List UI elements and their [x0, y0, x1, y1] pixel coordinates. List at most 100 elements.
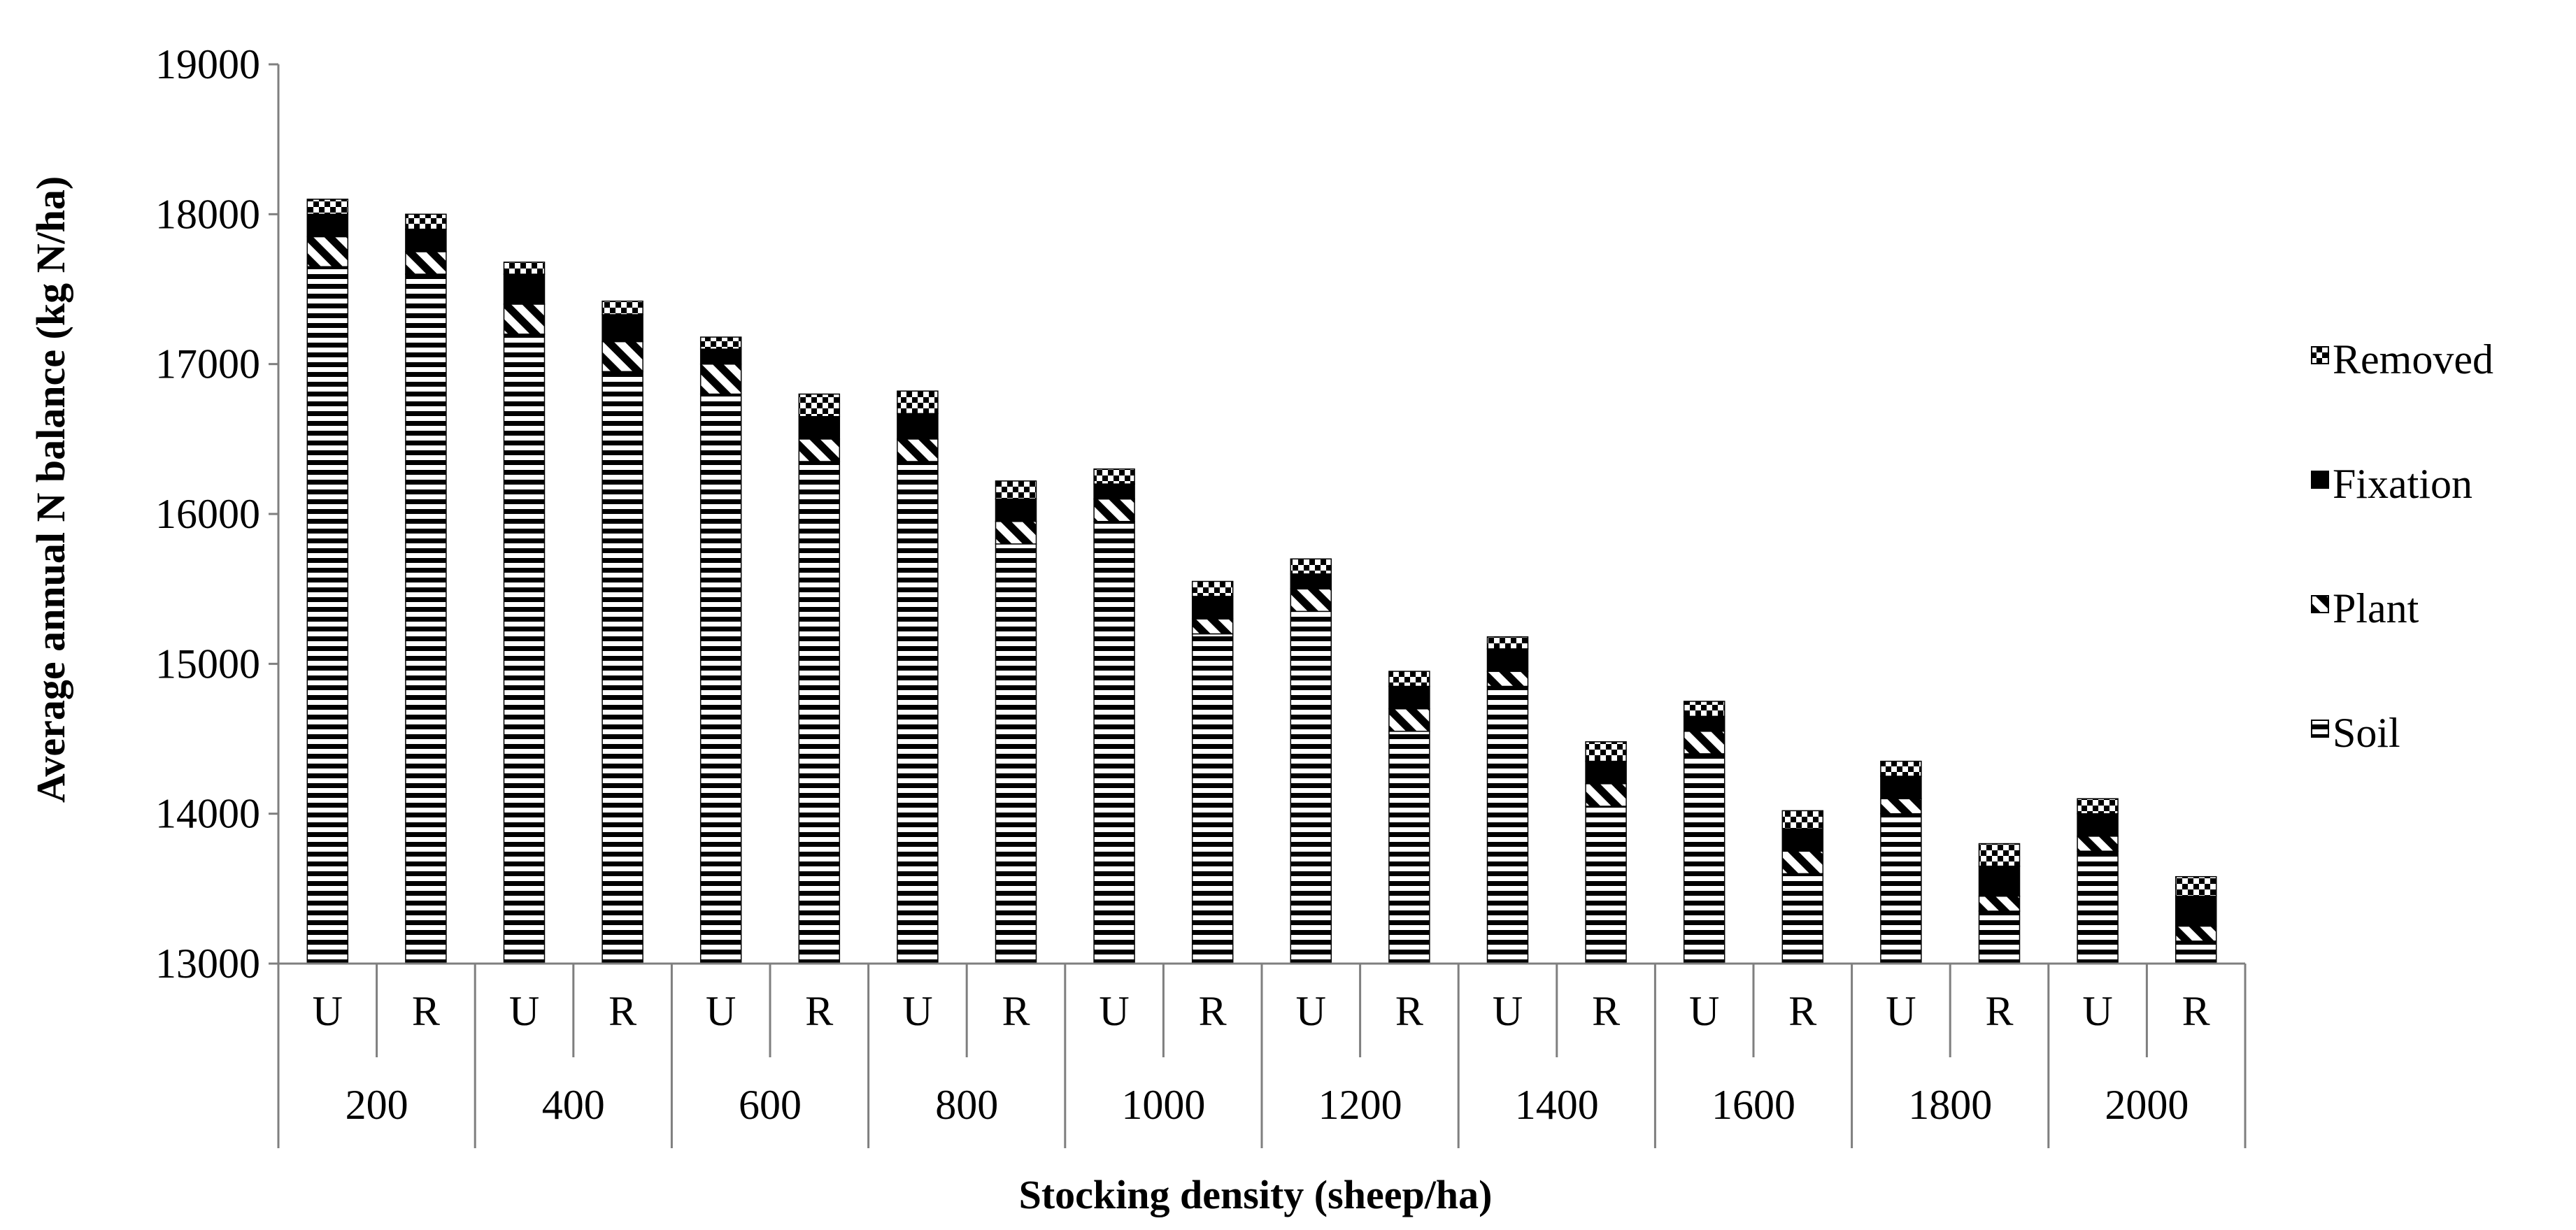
bar-segment-plant	[699, 363, 742, 395]
y-axis-title: Average annual N balance (kg N/ha)	[28, 176, 73, 803]
x-subcategory-label: U	[1099, 988, 1129, 1034]
bar-segment-fixation	[503, 273, 546, 305]
legend: Removed Fixation Plant Soil	[2311, 336, 2493, 756]
bar-segment-removed	[2077, 798, 2119, 815]
bar-segment-soil	[897, 461, 939, 964]
bar-segment-removed	[1290, 558, 1332, 575]
bar-segment-soil	[1978, 910, 2021, 964]
bar-segment-soil	[1781, 873, 1824, 964]
x-subcategory-label: R	[1199, 988, 1227, 1034]
x-subcategory-label: R	[1788, 988, 1816, 1034]
bar-segment-plant	[405, 251, 447, 275]
x-group-label: 800	[935, 1082, 998, 1128]
bar-segment-fixation	[995, 498, 1037, 522]
bar-stack	[995, 480, 1037, 964]
bar-segment-fixation	[1290, 573, 1332, 589]
x-subcategory-label: R	[1592, 988, 1620, 1034]
x-subcategory-label: R	[805, 988, 833, 1034]
x-subcategory-label: R	[1985, 988, 2013, 1034]
x-group-label: 400	[542, 1082, 605, 1128]
bar-segment-fixation	[1880, 775, 1922, 799]
bar-segment-soil	[2077, 850, 2119, 964]
bar-segment-removed	[503, 262, 546, 275]
legend-swatch-removed	[2311, 346, 2329, 364]
bar-segment-fixation	[1191, 596, 1234, 620]
bar-stack	[798, 393, 841, 964]
bar-segment-fixation	[306, 213, 349, 238]
bar-segment-fixation	[405, 229, 447, 252]
y-tick-label: 16000	[155, 491, 260, 537]
bar-segment-soil	[1093, 520, 1135, 964]
bar-segment-plant	[1978, 895, 2021, 912]
bar-segment-soil	[1191, 633, 1234, 964]
bar-segment-removed	[897, 390, 939, 415]
x-group-label: 1600	[1712, 1082, 1795, 1128]
bar-stack	[1290, 558, 1332, 964]
bar-segment-fixation	[602, 314, 643, 343]
x-group-label: 1200	[1318, 1082, 1402, 1128]
x-group-label: 1800	[1908, 1082, 1992, 1128]
bar-segment-soil	[798, 461, 841, 964]
bar-stack	[1093, 468, 1135, 964]
bar-stack	[2077, 798, 2119, 964]
legend-label-plant: Plant	[2333, 585, 2419, 631]
legend-label-fixation: Fixation	[2333, 461, 2472, 507]
bar-segment-soil	[699, 393, 742, 964]
bar-stack	[1585, 741, 1627, 964]
y-tick-label: 15000	[155, 641, 260, 687]
bar-stack	[1978, 843, 2021, 964]
bar-stack	[1683, 701, 1725, 964]
bar-segment-removed	[995, 480, 1037, 500]
bar-stack	[1191, 580, 1234, 964]
bar-segment-plant	[1290, 588, 1332, 613]
bar-segment-soil	[405, 273, 447, 964]
bar-segment-plant	[1388, 708, 1430, 732]
bar-segment-removed	[699, 336, 742, 350]
x-subcategory-label: U	[509, 988, 539, 1034]
bar-segment-removed	[1388, 671, 1430, 687]
legend-swatch-soil	[2311, 720, 2329, 738]
bar-segment-plant	[1683, 731, 1725, 755]
x-subcategory-label: U	[706, 988, 736, 1034]
bar-segment-fixation	[897, 413, 939, 440]
x-subcategory-label: U	[2082, 988, 2112, 1034]
bar-segment-removed	[1781, 810, 1824, 829]
x-axis-labels: U R U R U R U R U R U R U R U R U R U R 200 400 600 800 1000 1200…	[313, 988, 2210, 1128]
bar-segment-soil	[1880, 813, 1922, 964]
bar-segment-soil	[995, 543, 1037, 964]
bar-segment-fixation	[1683, 715, 1725, 732]
bar-segment-fixation	[798, 415, 841, 440]
legend-label-removed: Removed	[2333, 336, 2493, 382]
bar-segment-plant	[995, 520, 1037, 545]
bar-segment-plant	[1781, 850, 1824, 875]
x-subcategory-label: R	[1002, 988, 1030, 1034]
bar-stack	[1388, 671, 1430, 964]
x-group-label: 200	[346, 1082, 408, 1128]
x-subcategory-label: U	[1493, 988, 1523, 1034]
bar-segment-removed	[1486, 636, 1529, 650]
x-subcategory-label: U	[1886, 988, 1916, 1034]
axes: 13000 14000 15000 16000 17000 18000 19000	[155, 41, 2247, 1148]
bar-segment-fixation	[2077, 813, 2119, 837]
legend-swatch-fixation	[2311, 471, 2329, 489]
bar-segment-fixation	[1486, 648, 1529, 672]
x-group-label: 600	[739, 1082, 802, 1128]
y-tick-label: 17000	[155, 341, 260, 387]
bar-stack	[897, 390, 939, 964]
x-subcategory-label: U	[1689, 988, 1719, 1034]
bar-segment-fixation	[699, 348, 742, 365]
bar-segment-soil	[306, 266, 349, 964]
bar-stack	[2175, 875, 2217, 964]
y-tick-label: 13000	[155, 941, 260, 987]
bar-stack	[306, 199, 349, 964]
bar-stack	[503, 262, 546, 964]
x-group-label: 1400	[1515, 1082, 1599, 1128]
bar-stack	[405, 213, 447, 964]
bar-segment-plant	[1191, 618, 1234, 635]
bar-segment-fixation	[1093, 483, 1135, 500]
x-subcategory-label: U	[313, 988, 343, 1034]
x-group-label: 2000	[2105, 1082, 2189, 1128]
plot-area	[306, 199, 2217, 964]
bar-segment-plant	[1093, 498, 1135, 522]
